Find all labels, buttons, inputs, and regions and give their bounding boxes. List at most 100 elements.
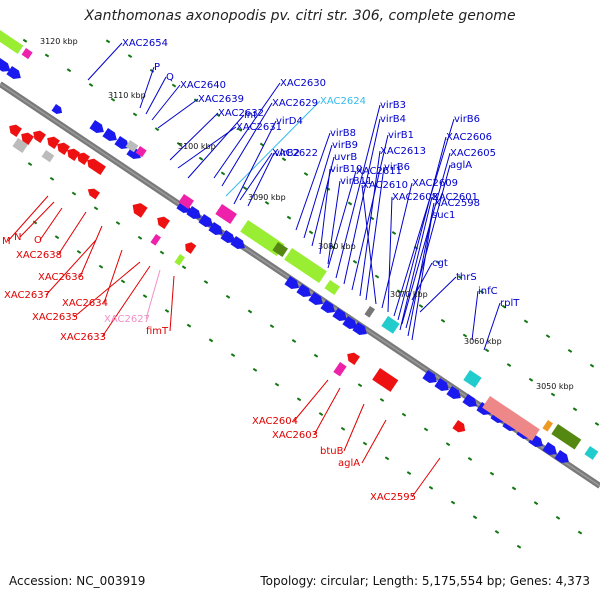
plus-strand-gene-label[interactable]: virB6 [384,162,410,173]
plus-strand-gene-label[interactable]: aglA [450,160,472,171]
minus-strand-gene-label[interactable]: XAC2595 [370,492,416,503]
plus-strand-gene-label[interactable]: virB11 [340,176,372,187]
tick-dot [281,157,287,162]
tick-dot [203,280,209,284]
plus-strand-gene-label[interactable]: XAC2632 [218,108,264,119]
tick-dot [374,274,380,279]
minus-strand-gene-label[interactable]: N [14,232,21,243]
tick-dot [391,231,397,235]
leader-line [19,201,55,238]
tick-dot [379,397,385,402]
leader-line [177,126,237,169]
gene-features [0,30,599,463]
gene-block [41,150,55,163]
gene-arrow-forward [308,292,323,305]
tick-dot [154,127,160,132]
minus-strand-gene-label[interactable]: M [2,236,11,247]
plus-strand-gene-label[interactable]: virB8 [330,128,356,139]
plus-strand-gene-label[interactable]: XAC2598 [434,198,480,209]
tick-dot [252,367,258,372]
tick-dot [445,442,451,447]
plus-strand-gene-label[interactable]: suc1 [432,210,455,221]
minus-strand-gene-label[interactable]: XAC2627 [104,314,150,325]
plus-strand-gene-label[interactable]: XAC2629 [272,98,318,109]
tick-dot [567,348,573,353]
leader-line [343,403,365,452]
tick-dot [577,530,583,535]
plus-strand-gene-label[interactable]: XAC2606 [446,132,492,143]
kbp-tick-label: 3060 kbp [464,337,502,346]
plus-strand-gene-label[interactable]: int [244,110,257,121]
minus-strand-gene-label[interactable]: XAC2636 [38,272,84,283]
plus-strand-gene-label[interactable]: infC [478,286,498,297]
gene-block [174,254,185,266]
plus-strand-gene-label[interactable]: virB3 [380,100,406,111]
gene-arrow-forward [332,308,347,321]
minus-strand-gene-label[interactable]: XAC2633 [60,332,106,343]
plus-strand-gene-label[interactable]: rplT [500,298,520,309]
plus-strand-gene-label[interactable]: Q [166,72,174,83]
plus-strand-gene-label[interactable]: XAC2611 [356,166,402,177]
plus-strand-gene-label[interactable]: XAC2639 [198,94,244,105]
tick-marks [22,38,600,549]
tick-dot [127,54,133,59]
plus-strand-gene-label[interactable]: XAC2631 [236,122,282,133]
tick-dot [120,279,126,284]
leader-line [39,207,63,241]
plus-strand-gene-label[interactable]: XAC2654 [122,38,168,49]
leader-line [343,118,381,285]
leader-line [7,195,49,242]
tick-dot [98,264,104,269]
plus-strand-gene-label[interactable]: XAC2613 [380,146,426,157]
leader-line [145,76,167,115]
leader-line [151,84,181,121]
plus-strand-gene-label[interactable]: thrS [456,272,477,283]
tick-dot [186,323,192,328]
minus-strand-gene-label[interactable]: XAC2638 [16,250,62,261]
plus-strand-gene-label[interactable]: uvrB [334,152,357,163]
plus-strand-gene-label[interactable]: XAC2609 [412,178,458,189]
tick-dot [88,83,94,87]
leader-line [365,166,385,301]
plus-strand-gene-label[interactable]: virB2 [274,148,300,159]
minus-strand-gene-label[interactable]: XAC2634 [62,298,108,309]
minus-strand-gene-label[interactable]: XAC2603 [272,430,318,441]
plus-strand-gene-label[interactable]: virB10 [330,164,362,175]
tick-dot [291,339,297,343]
plus-strand-gene-label[interactable]: XAC2630 [280,78,326,89]
tick-dot [423,427,429,432]
plus-strand-gene-label[interactable]: virD4 [276,116,303,127]
minus-strand-gene-label[interactable]: aglA [338,458,360,469]
leader-line [319,168,331,255]
kbp-tick-label: 3050 kbp [536,382,574,391]
plus-strand-gene-label[interactable]: XAC2610 [362,180,408,191]
minus-strand-gene-label[interactable]: XAC2637 [4,290,50,301]
tick-dot [230,353,236,358]
gene-arrow-reverse [77,152,90,165]
tick-dot [589,363,595,368]
plus-strand-gene-label[interactable]: XAC2624 [320,96,366,107]
tick-dot [594,422,600,426]
gene-block [381,316,400,334]
gene-block [135,146,147,158]
minus-strand-gene-label[interactable]: O [34,235,42,246]
plus-strand-gene-label[interactable]: P [154,62,160,73]
plus-strand-gene-label[interactable]: XAC2640 [180,80,226,91]
gene-block [463,370,482,388]
tick-dot [198,156,204,161]
plus-strand-gene-label[interactable]: virB9 [332,140,358,151]
plus-strand-gene-label[interactable]: XAC2605 [450,148,496,159]
tick-dot [269,324,275,329]
plus-strand-gene-label[interactable]: virB1 [388,130,414,141]
plus-strand-gene-label[interactable]: XAC2622 [272,148,318,159]
tick-dot [484,348,490,353]
minus-strand-gene-label[interactable]: btuB [320,446,344,457]
minus-strand-gene-label[interactable]: XAC2604 [252,416,298,427]
plus-strand-gene-label[interactable]: XAC2601 [432,192,478,203]
plus-strand-gene-label[interactable]: cgt [432,258,448,269]
minus-strand-gene-label[interactable]: fimT [146,326,169,337]
plus-strand-gene-label[interactable]: virB6 [454,114,480,125]
plus-strand-gene-label[interactable]: virB4 [380,114,406,125]
minus-strand-gene-label[interactable]: XAC2635 [32,312,78,323]
plus-strand-gene-label[interactable]: XAC2608 [392,192,438,203]
